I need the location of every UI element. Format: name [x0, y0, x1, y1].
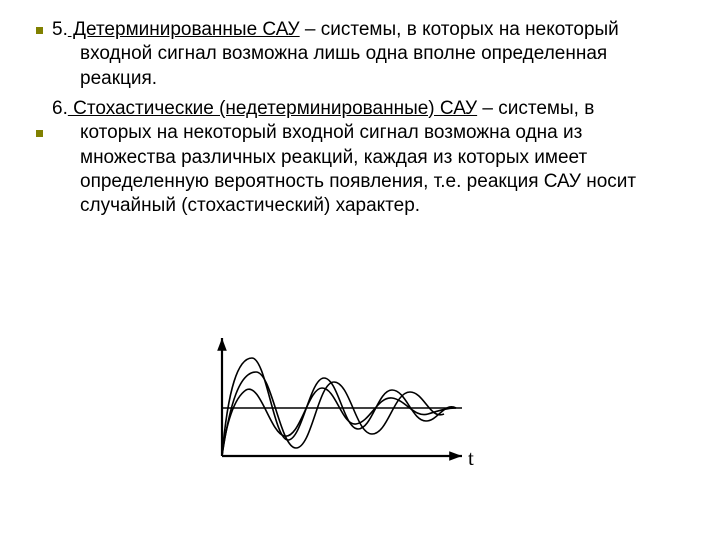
- item-term: Детерминированные САУ: [68, 19, 300, 40]
- item-number: 6.: [52, 98, 68, 119]
- chart-svg: [180, 328, 480, 498]
- bullet-marker: [36, 27, 43, 34]
- bullet-marker: [36, 130, 43, 137]
- definition-item: 6. Стохастические (недетерминированные) …: [52, 97, 668, 219]
- definition-item: 5. Детерминированные САУ – системы, в ко…: [52, 18, 668, 91]
- item-term: Стохастические (недетерминированные) САУ: [68, 98, 477, 119]
- slide: 5. Детерминированные САУ – системы, в ко…: [0, 0, 720, 540]
- axis-label-t: t: [468, 446, 474, 471]
- stochastic-response-chart: t: [180, 328, 480, 498]
- item-number: 5.: [52, 19, 68, 40]
